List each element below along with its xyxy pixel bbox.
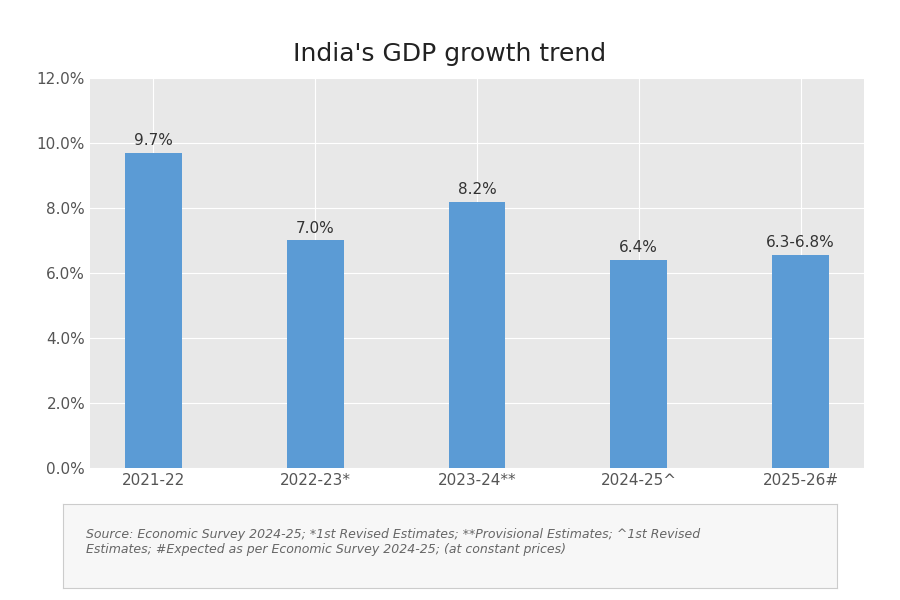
Text: India's GDP growth trend: India's GDP growth trend	[293, 42, 607, 66]
Text: 6.3-6.8%: 6.3-6.8%	[766, 235, 835, 250]
Text: Source: Economic Survey 2024-25; *1st Revised Estimates; **Provisional Estimates: Source: Economic Survey 2024-25; *1st Re…	[86, 528, 700, 556]
Bar	[287, 241, 344, 468]
Bar	[449, 202, 505, 468]
Text: 7.0%: 7.0%	[296, 221, 335, 236]
Text: 8.2%: 8.2%	[457, 182, 497, 197]
Text: 6.4%: 6.4%	[619, 240, 658, 255]
Text: 9.7%: 9.7%	[134, 133, 173, 148]
Bar	[772, 255, 829, 468]
Bar	[610, 260, 667, 468]
Bar	[125, 153, 182, 468]
